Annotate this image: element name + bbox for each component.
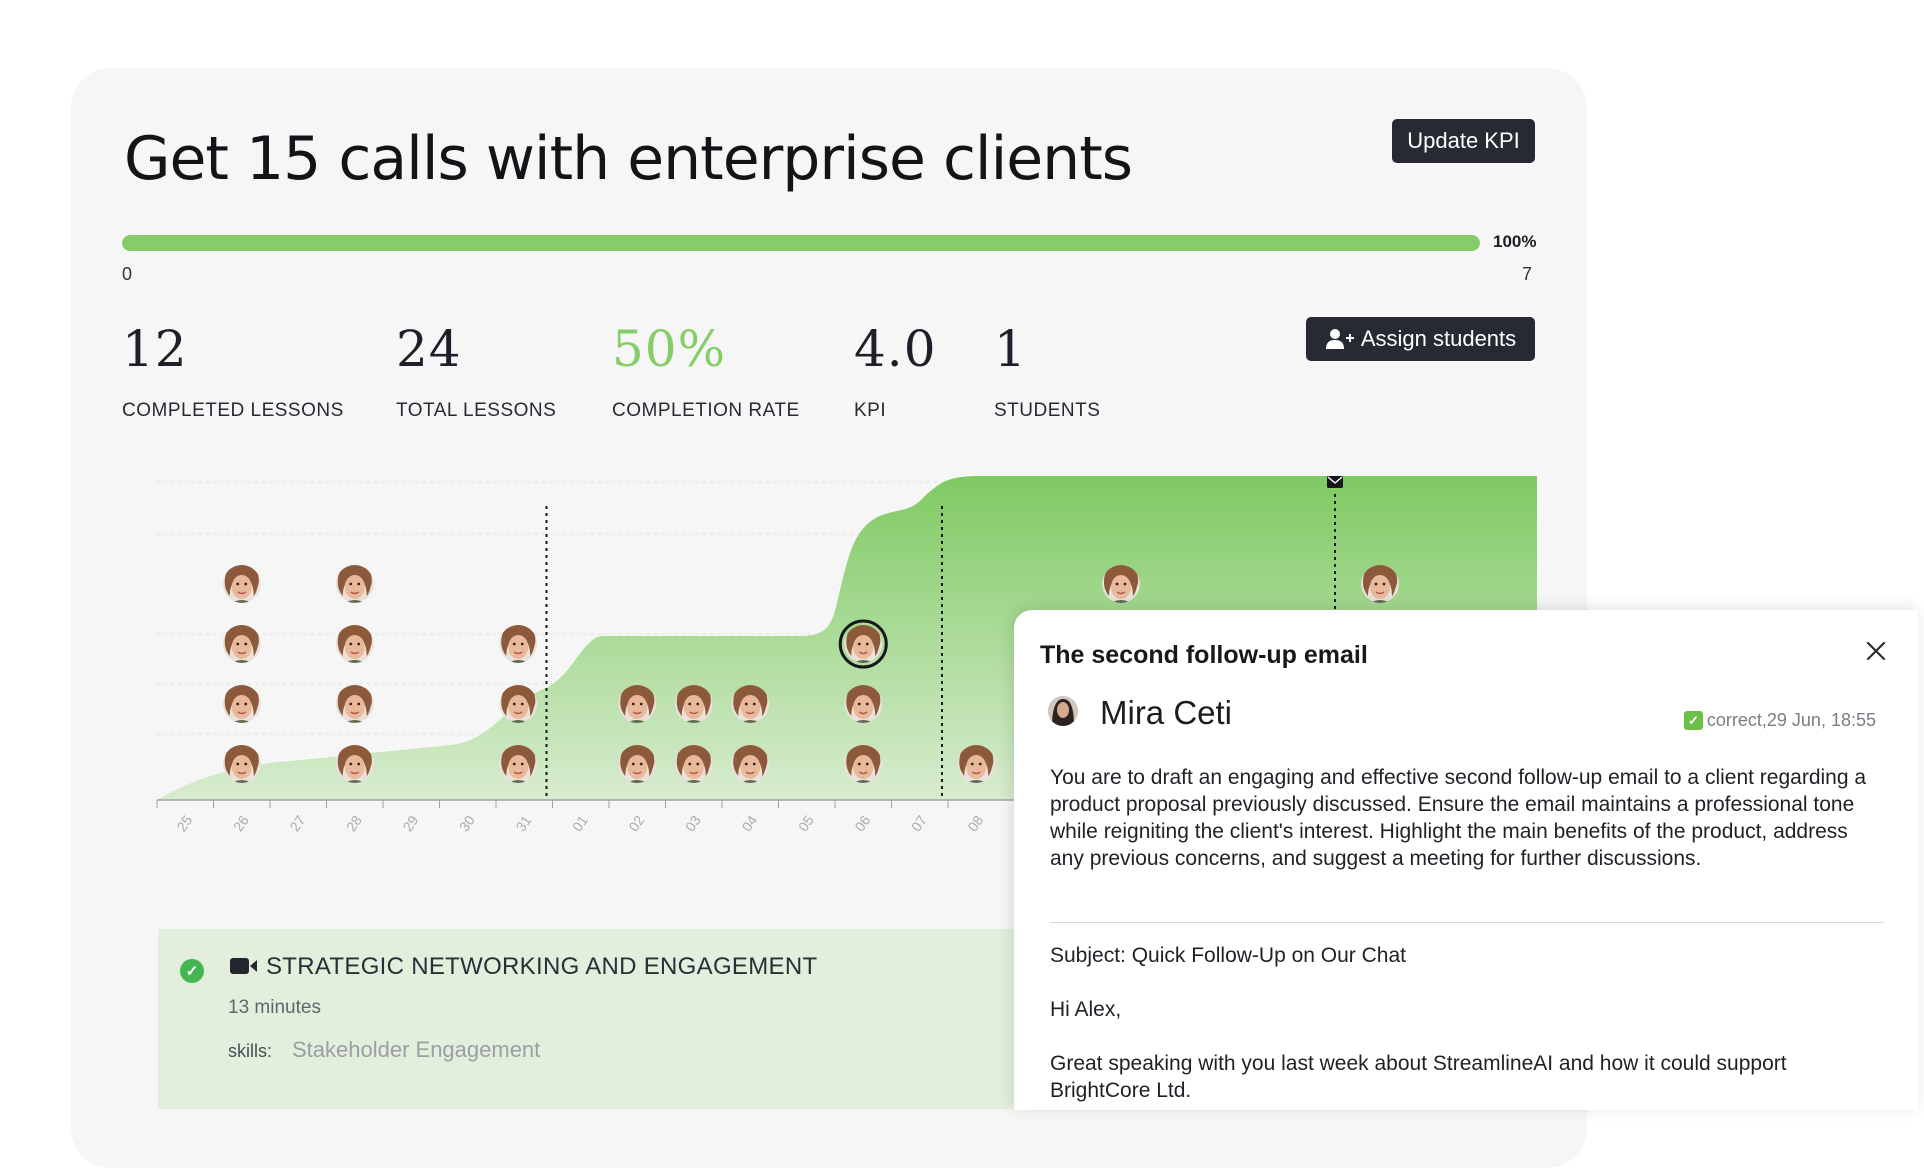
stat-students: 1 STUDENTS (994, 324, 1100, 422)
status-text: correct,29 Jun, 18:55 (1706, 710, 1876, 730)
close-icon[interactable] (1861, 636, 1891, 666)
stat-completion-rate: 50% COMPLETION RATE (612, 324, 800, 422)
progress-max: 7 (1522, 264, 1533, 284)
stat-completed-lessons: 12 COMPLETED LESSONS (122, 324, 344, 422)
x-tick-label: 05 (795, 812, 817, 834)
student-avatar[interactable] (222, 623, 261, 663)
add-user-icon (1325, 329, 1354, 349)
popup-title: The second follow-up email (1040, 641, 1368, 669)
lesson-title: STRATEGIC NETWORKING AND ENGAGEMENT (266, 953, 818, 980)
student-avatars (222, 563, 1399, 783)
x-tick-label: 30 (456, 812, 478, 834)
stat-label: TOTAL LESSONS (396, 400, 557, 421)
check-box-icon: ✓ (1683, 711, 1703, 730)
student-avatar[interactable] (222, 683, 261, 723)
stat-label: COMPLETION RATE (612, 400, 800, 421)
stat-value: 4.0 (854, 320, 937, 378)
student-avatar[interactable] (335, 563, 374, 603)
student-avatar[interactable] (335, 743, 374, 783)
stat-value: 1 (994, 320, 1027, 378)
x-tick-label: 26 (230, 812, 252, 834)
x-axis-ticks: 25 26 27 28 29 30 31 01 02 03 04 05 06 07 08 (156, 800, 987, 834)
kpi-title: Get 15 calls with enterprise clients (124, 124, 1133, 194)
stat-kpi: 4.0 KPI (854, 324, 937, 422)
x-tick-label: 25 (173, 812, 195, 834)
stat-value: 12 (122, 320, 188, 378)
email-greeting: Hi Alex, (1050, 998, 1122, 1021)
progress-percent: 100% (1493, 232, 1537, 251)
skills-value: Stakeholder Engagement (292, 1037, 541, 1062)
skills-label: skills: (228, 1041, 272, 1061)
stat-label: KPI (854, 400, 887, 421)
x-tick-label: 03 (682, 812, 704, 834)
x-tick-label: 29 (399, 812, 421, 834)
update-kpi-button[interactable]: Update KPI (1392, 119, 1535, 163)
student-avatar[interactable] (222, 563, 261, 603)
x-tick-label: 08 (964, 812, 986, 834)
x-tick-label: 28 (343, 812, 365, 834)
assign-students-button[interactable]: Assign students (1306, 317, 1535, 361)
student-avatar[interactable] (838, 619, 888, 669)
student-avatar[interactable] (335, 623, 374, 663)
stat-value: 50% (612, 320, 727, 378)
student-avatar[interactable] (335, 683, 374, 723)
student-avatar[interactable] (499, 683, 538, 723)
lesson-row[interactable]: ✓ STRATEGIC NETWORKING AND ENGAGEMENT 13… (158, 929, 1038, 1109)
student-avatar[interactable] (499, 623, 538, 663)
email-subject: Subject: Quick Follow-Up on Our Chat (1050, 944, 1406, 967)
x-tick-label: 02 (625, 812, 647, 834)
divider (1050, 922, 1884, 923)
task-prompt: You are to draft an engaging and effecti… (1050, 766, 1867, 870)
x-tick-label: 31 (512, 812, 534, 834)
submission-popup: The second follow-up email Mira Ceti ✓ c… (1014, 610, 1918, 1110)
assign-students-label: Assign students (1360, 326, 1517, 351)
lesson-duration: 13 minutes (228, 997, 321, 1018)
stat-label: STUDENTS (994, 400, 1101, 421)
x-tick-label: 04 (738, 812, 760, 834)
submission-status: ✓ correct,29 Jun, 18:55 (1683, 710, 1876, 731)
progress-min: 0 (122, 264, 133, 284)
avatar (1048, 696, 1078, 726)
student-avatar[interactable] (222, 743, 261, 783)
x-tick-label: 27 (286, 812, 308, 834)
x-tick-label: 06 (851, 812, 873, 834)
stat-value: 24 (396, 320, 462, 378)
student-name: Mira Ceti (1100, 694, 1233, 731)
completed-check-icon: ✓ (180, 959, 204, 983)
email-body-line: Great speaking with you last week about … (1050, 1052, 1787, 1075)
mail-icon (1327, 476, 1343, 488)
kpi-progress-fill (122, 235, 1480, 251)
video-camera-icon (230, 958, 257, 974)
kpi-progress-bar (122, 235, 1480, 251)
email-body-line: BrightCore Ltd. (1050, 1079, 1192, 1102)
x-tick-label: 01 (569, 812, 591, 834)
stat-label: COMPLETED LESSONS (122, 400, 344, 421)
stat-total-lessons: 24 TOTAL LESSONS (396, 324, 556, 422)
x-tick-label: 07 (908, 812, 930, 834)
